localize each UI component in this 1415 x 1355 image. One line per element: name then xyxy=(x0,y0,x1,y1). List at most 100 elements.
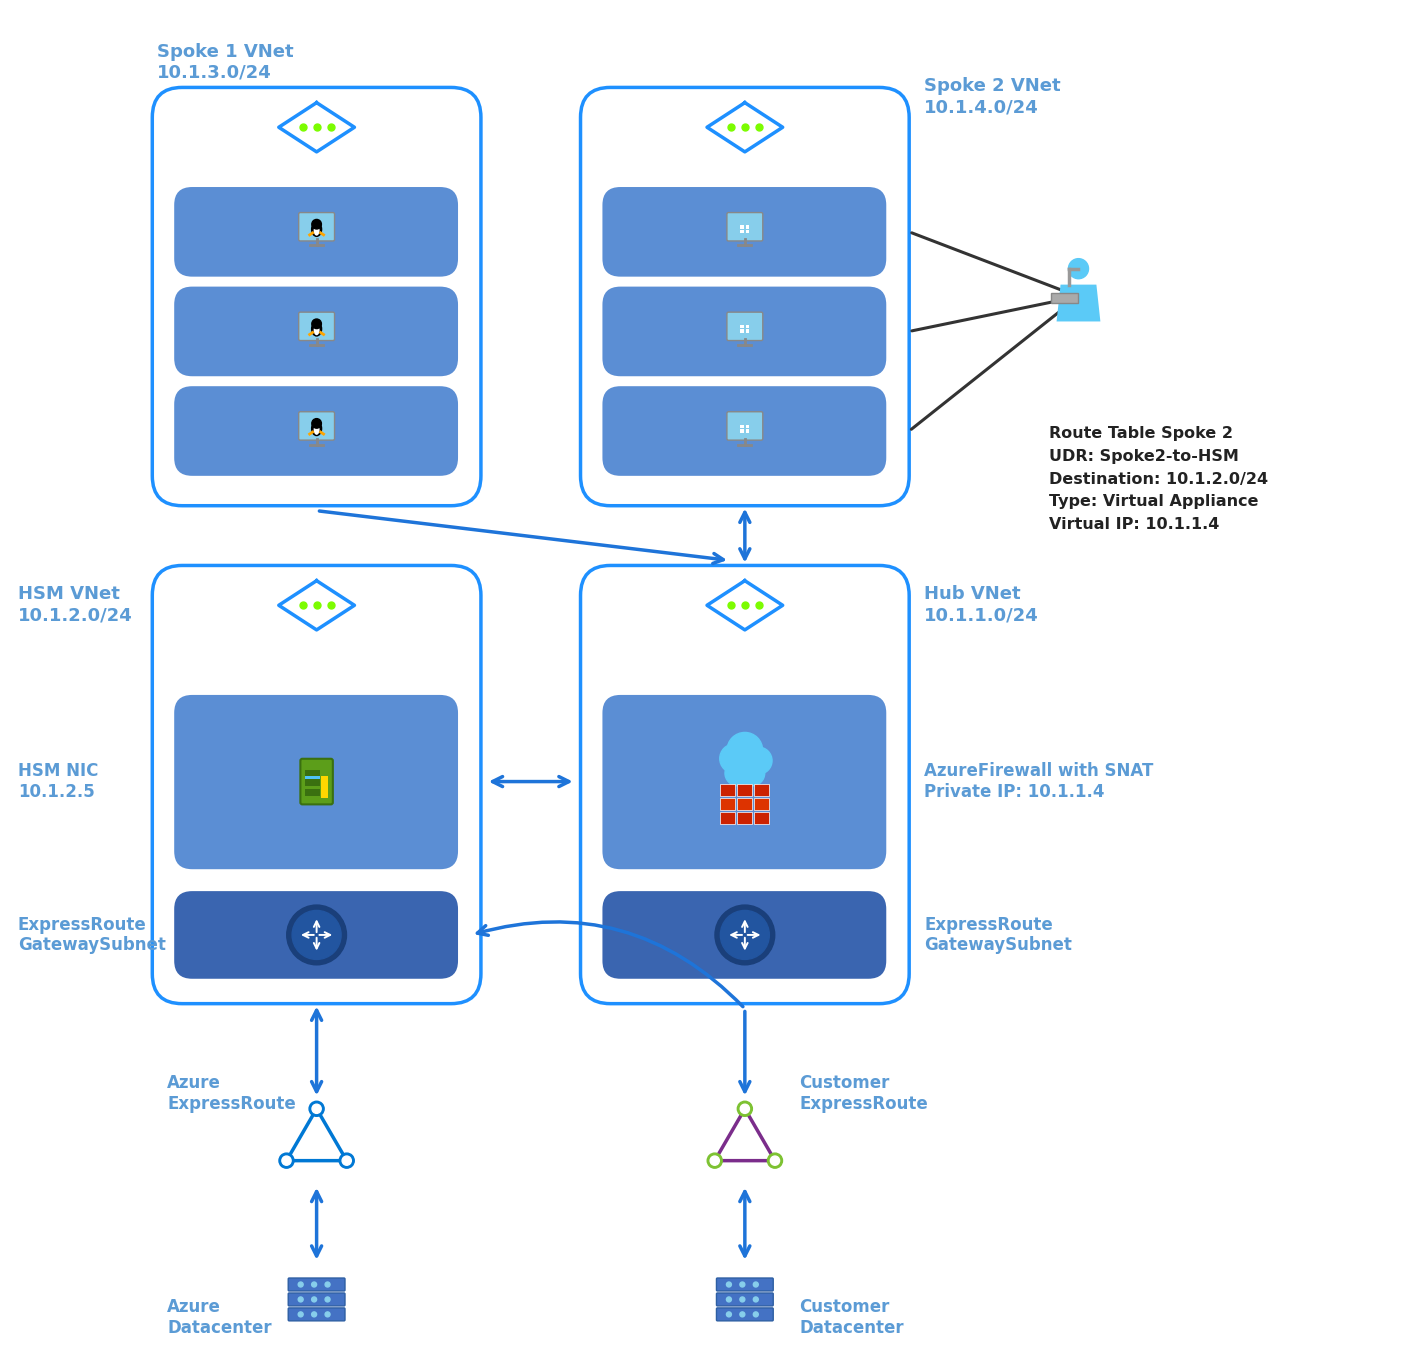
FancyBboxPatch shape xyxy=(740,329,744,333)
Circle shape xyxy=(720,744,749,774)
FancyBboxPatch shape xyxy=(299,312,334,340)
FancyBboxPatch shape xyxy=(289,1308,345,1321)
FancyBboxPatch shape xyxy=(727,312,763,340)
Circle shape xyxy=(299,1297,303,1302)
Text: HSM NIC
10.1.2.5: HSM NIC 10.1.2.5 xyxy=(18,762,98,801)
Circle shape xyxy=(720,911,770,959)
FancyBboxPatch shape xyxy=(603,695,886,869)
Circle shape xyxy=(726,1312,732,1317)
Circle shape xyxy=(299,1312,303,1317)
Ellipse shape xyxy=(314,424,320,435)
Text: ExpressRoute
GatewaySubnet: ExpressRoute GatewaySubnet xyxy=(924,916,1073,954)
FancyBboxPatch shape xyxy=(306,771,320,780)
FancyBboxPatch shape xyxy=(740,230,744,233)
Ellipse shape xyxy=(311,221,323,237)
Circle shape xyxy=(753,1297,758,1302)
FancyBboxPatch shape xyxy=(174,386,458,476)
Circle shape xyxy=(291,911,341,959)
FancyBboxPatch shape xyxy=(737,785,753,795)
FancyBboxPatch shape xyxy=(174,187,458,276)
Text: Customer
Datacenter: Customer Datacenter xyxy=(799,1298,904,1337)
FancyBboxPatch shape xyxy=(746,325,750,328)
Ellipse shape xyxy=(311,420,323,436)
Text: HSM VNet
10.1.2.0/24: HSM VNet 10.1.2.0/24 xyxy=(18,585,133,625)
Circle shape xyxy=(727,733,763,768)
Circle shape xyxy=(1068,259,1088,279)
Circle shape xyxy=(325,1312,330,1317)
FancyBboxPatch shape xyxy=(299,213,334,241)
FancyBboxPatch shape xyxy=(174,287,458,377)
Circle shape xyxy=(308,1102,324,1117)
Circle shape xyxy=(311,1297,317,1302)
Circle shape xyxy=(299,1282,303,1287)
Circle shape xyxy=(744,747,773,774)
Circle shape xyxy=(325,1282,330,1287)
Circle shape xyxy=(740,1282,744,1287)
FancyBboxPatch shape xyxy=(720,785,736,795)
FancyBboxPatch shape xyxy=(174,892,458,978)
Ellipse shape xyxy=(314,325,320,335)
Circle shape xyxy=(279,1153,294,1168)
FancyBboxPatch shape xyxy=(174,695,458,869)
Circle shape xyxy=(311,1282,317,1287)
FancyBboxPatch shape xyxy=(746,230,750,233)
Text: ExpressRoute
GatewaySubnet: ExpressRoute GatewaySubnet xyxy=(18,916,166,954)
Polygon shape xyxy=(1057,285,1101,321)
Circle shape xyxy=(708,1153,722,1168)
Circle shape xyxy=(740,1312,744,1317)
FancyBboxPatch shape xyxy=(737,812,753,824)
FancyBboxPatch shape xyxy=(603,892,886,978)
Circle shape xyxy=(342,1156,351,1165)
FancyBboxPatch shape xyxy=(754,785,770,795)
FancyBboxPatch shape xyxy=(720,798,736,810)
Circle shape xyxy=(311,419,321,428)
FancyBboxPatch shape xyxy=(603,287,886,377)
FancyBboxPatch shape xyxy=(153,88,481,505)
FancyBboxPatch shape xyxy=(321,775,328,798)
Circle shape xyxy=(753,1282,758,1287)
Circle shape xyxy=(767,1153,782,1168)
Ellipse shape xyxy=(311,321,323,336)
FancyBboxPatch shape xyxy=(746,329,750,333)
FancyBboxPatch shape xyxy=(716,1308,773,1321)
Text: Customer
ExpressRoute: Customer ExpressRoute xyxy=(799,1075,928,1112)
Circle shape xyxy=(311,318,321,328)
Text: Spoke 1 VNet
10.1.3.0/24: Spoke 1 VNet 10.1.3.0/24 xyxy=(157,42,294,81)
FancyBboxPatch shape xyxy=(306,790,320,797)
Circle shape xyxy=(740,1104,750,1114)
Text: Spoke 2 VNet
10.1.4.0/24: Spoke 2 VNet 10.1.4.0/24 xyxy=(924,77,1061,117)
FancyBboxPatch shape xyxy=(737,798,753,810)
Circle shape xyxy=(726,1282,732,1287)
Circle shape xyxy=(282,1156,291,1165)
FancyBboxPatch shape xyxy=(716,1293,773,1306)
Circle shape xyxy=(740,1297,744,1302)
Circle shape xyxy=(710,1156,719,1165)
Text: AzureFirewall with SNAT
Private IP: 10.1.1.4: AzureFirewall with SNAT Private IP: 10.1… xyxy=(924,762,1153,801)
Ellipse shape xyxy=(314,225,320,236)
Circle shape xyxy=(753,1312,758,1317)
FancyBboxPatch shape xyxy=(300,759,333,805)
FancyBboxPatch shape xyxy=(289,1293,345,1306)
Circle shape xyxy=(340,1153,354,1168)
FancyBboxPatch shape xyxy=(306,779,320,786)
FancyBboxPatch shape xyxy=(754,798,770,810)
Circle shape xyxy=(313,1104,321,1114)
Text: Hub VNet
10.1.1.0/24: Hub VNet 10.1.1.0/24 xyxy=(924,585,1039,625)
FancyBboxPatch shape xyxy=(299,412,334,440)
FancyBboxPatch shape xyxy=(740,424,744,428)
Circle shape xyxy=(740,760,764,786)
FancyBboxPatch shape xyxy=(720,812,736,824)
FancyBboxPatch shape xyxy=(580,88,910,505)
FancyBboxPatch shape xyxy=(746,225,750,229)
FancyBboxPatch shape xyxy=(727,213,763,241)
Circle shape xyxy=(311,220,321,229)
FancyBboxPatch shape xyxy=(153,565,481,1004)
FancyBboxPatch shape xyxy=(716,1278,773,1291)
Circle shape xyxy=(724,760,750,786)
FancyBboxPatch shape xyxy=(746,424,750,428)
Circle shape xyxy=(715,905,775,965)
Circle shape xyxy=(770,1156,780,1165)
Text: Route Table Spoke 2
UDR: Spoke2-to-HSM
Destination: 10.1.2.0/24
Type: Virtual Ap: Route Table Spoke 2 UDR: Spoke2-to-HSM D… xyxy=(1049,425,1268,533)
FancyBboxPatch shape xyxy=(1050,293,1078,302)
Circle shape xyxy=(311,1312,317,1317)
